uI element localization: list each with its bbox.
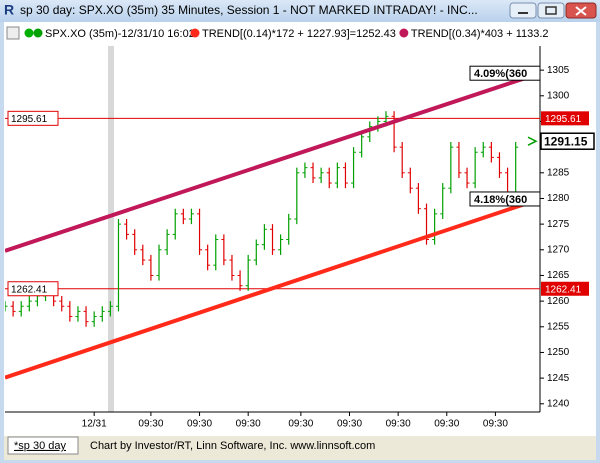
chart-tab-label: *sp 30 day <box>14 440 66 452</box>
x-tick-label: 09:30 <box>138 419 163 430</box>
app-icon: R <box>4 2 14 18</box>
level-label-box <box>7 281 59 297</box>
trend-annotation-box <box>469 191 541 207</box>
y-tick-label: 1280 <box>547 193 570 204</box>
maximize-glyph <box>545 6 557 15</box>
legend-dot <box>24 28 34 38</box>
x-tick-label: 09:30 <box>386 419 411 430</box>
level-label: 1262.41 <box>11 284 48 295</box>
legend-dot <box>399 28 409 38</box>
level-axis-label: 1295.61 <box>545 114 582 125</box>
legend: SPX.XO (35m)-12/31/10 16:02 TREND[(0.14)… <box>6 26 549 40</box>
legend-title: SPX.XO (35m)-12/31/10 16:02 <box>45 28 195 40</box>
trendline <box>5 197 540 380</box>
x-tick-label: 09:30 <box>337 419 362 430</box>
chart-tab[interactable] <box>7 436 79 455</box>
session-marker <box>108 46 114 412</box>
window-title: sp 30 day: SPX.XO (35m) 35 Minutes, Sess… <box>20 3 478 17</box>
minimize-button[interactable] <box>509 2 537 19</box>
y-tick-label: 1260 <box>547 296 570 307</box>
level-axis-box <box>541 111 589 126</box>
y-tick-label: 1240 <box>547 398 570 409</box>
legend-bar <box>4 22 596 44</box>
trend-annotation-box <box>469 65 541 81</box>
trend-annotation: 4.18%(360 <box>474 194 527 206</box>
y-tick-label: 1285 <box>547 167 570 178</box>
trend-annotation: 4.09%(360 <box>474 68 527 80</box>
legend-dot <box>33 28 43 38</box>
legend-menu-icon[interactable] <box>6 26 20 40</box>
level-axis-box <box>541 281 589 296</box>
x-tick-label: 12/31 <box>82 419 107 430</box>
last-price-arrow <box>527 136 538 146</box>
plot-area <box>5 71 540 380</box>
footer-bar <box>4 436 596 460</box>
maximize-button[interactable] <box>537 2 565 19</box>
last-price-label: 1291.15 <box>544 134 588 148</box>
legend-dot <box>190 28 200 38</box>
title-bar <box>0 0 600 22</box>
x-tick-label: 09:30 <box>434 419 459 430</box>
y-tick-label: 1250 <box>547 347 570 358</box>
plot-background <box>4 44 596 436</box>
y-tick-label: 1270 <box>547 244 570 255</box>
y-tick-label: 1265 <box>547 270 570 281</box>
legend-entry: TREND[(0.34)*403 + 1133.2 <box>411 28 549 40</box>
legend-entry: TREND[(0.14)*172 + 1227.93]=1252.43 <box>202 28 396 40</box>
y-tick-label: 1305 <box>547 65 570 76</box>
y-tick-label: 1255 <box>547 321 570 332</box>
x-tick-label: 09:30 <box>236 419 261 430</box>
close-glyph <box>575 6 587 16</box>
level-label-box <box>7 110 59 126</box>
y-tick-label: 1245 <box>547 373 570 384</box>
footer-text: Chart by Investor/RT, Linn Software, Inc… <box>90 440 375 452</box>
x-tick-label: 09:30 <box>483 419 508 430</box>
x-tick-label: 09:30 <box>187 419 212 430</box>
trendline <box>5 71 540 253</box>
level-axis-label: 1262.41 <box>545 284 582 295</box>
level-label: 1295.61 <box>11 114 48 125</box>
x-tick-label: 09:30 <box>288 419 313 430</box>
y-tick-label: 1300 <box>547 90 570 101</box>
y-tick-label: 1275 <box>547 219 570 230</box>
last-price-box <box>540 132 595 150</box>
